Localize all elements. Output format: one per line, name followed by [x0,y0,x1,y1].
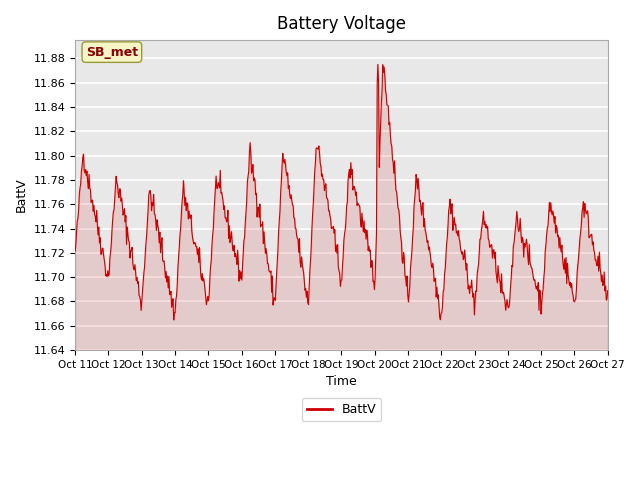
Title: Battery Voltage: Battery Voltage [277,15,406,33]
Legend: BattV: BattV [301,398,381,421]
Text: SB_met: SB_met [86,46,138,59]
X-axis label: Time: Time [326,375,356,388]
Y-axis label: BattV: BattV [15,178,28,212]
